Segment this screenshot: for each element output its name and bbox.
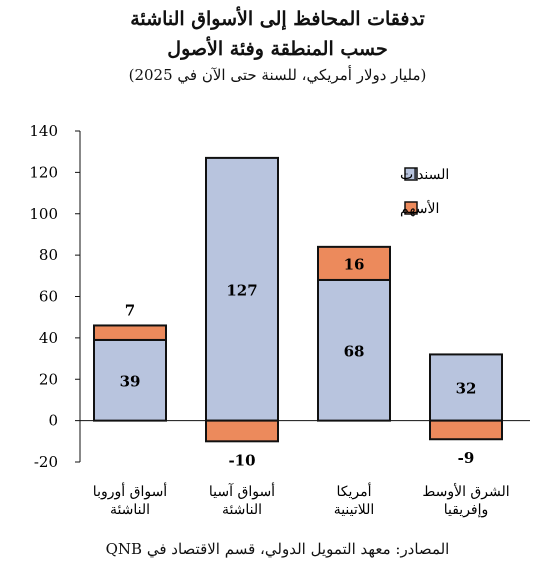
y-tick-label: 0 — [48, 412, 58, 430]
bar-equities — [429, 419, 503, 441]
category-label: الناشئة — [222, 502, 262, 518]
chart-title-line-2: حسب المنطقة وفئة الأصول — [167, 38, 388, 60]
category-label: أمريكا — [336, 481, 371, 500]
equities-value-label: -10 — [228, 451, 255, 469]
y-tick-label: 60 — [39, 288, 58, 306]
bar-bonds — [429, 353, 503, 422]
y-tick-label: 40 — [39, 329, 58, 347]
legend-label: السندات — [400, 167, 449, 183]
bar-bonds — [205, 156, 279, 422]
y-tick-label: 140 — [29, 122, 58, 140]
source-note: المصادر: معهد التمويل الدولي، قسم الاقتص… — [105, 540, 450, 558]
legend-swatch — [404, 201, 418, 215]
y-tick-label: 80 — [39, 246, 58, 264]
equities-value-label: 16 — [344, 255, 365, 273]
bonds-value-label: 32 — [456, 380, 477, 398]
chart-titles: تدفقات المحافظ إلى الأسواق الناشئة حسب ا… — [0, 4, 555, 86]
category-label: الشرق الأوسط — [422, 482, 509, 500]
y-tick-label: -20 — [34, 453, 58, 471]
category-label: اللاتينية — [334, 502, 375, 518]
bar-equities — [317, 245, 391, 281]
category-label: أسواق آسيا — [209, 481, 275, 500]
equities-value-label: -9 — [458, 449, 475, 467]
chart-subtitle: (مليار دولار أمريكي، للسنة حتى الآن في 2… — [128, 66, 427, 84]
bar-equities — [93, 324, 167, 341]
legend-swatch — [404, 167, 418, 181]
y-tick-label: 100 — [29, 205, 58, 223]
legend-label: الأسهم — [400, 199, 439, 217]
category-label: وإفريقيا — [444, 502, 489, 518]
y-tick-label: 120 — [29, 163, 58, 181]
bonds-value-label: 39 — [120, 372, 141, 390]
y-tick-label: 20 — [39, 370, 58, 388]
category-label: أسواق أوروبا — [93, 481, 167, 500]
category-label: الناشئة — [110, 502, 150, 518]
bonds-value-label: 68 — [344, 342, 365, 360]
equities-value-label: 7 — [125, 301, 135, 319]
bonds-value-label: 127 — [226, 281, 257, 299]
bar-equities — [205, 419, 279, 443]
chart-title-line-1: تدفقات المحافظ إلى الأسواق الناشئة — [130, 8, 425, 30]
